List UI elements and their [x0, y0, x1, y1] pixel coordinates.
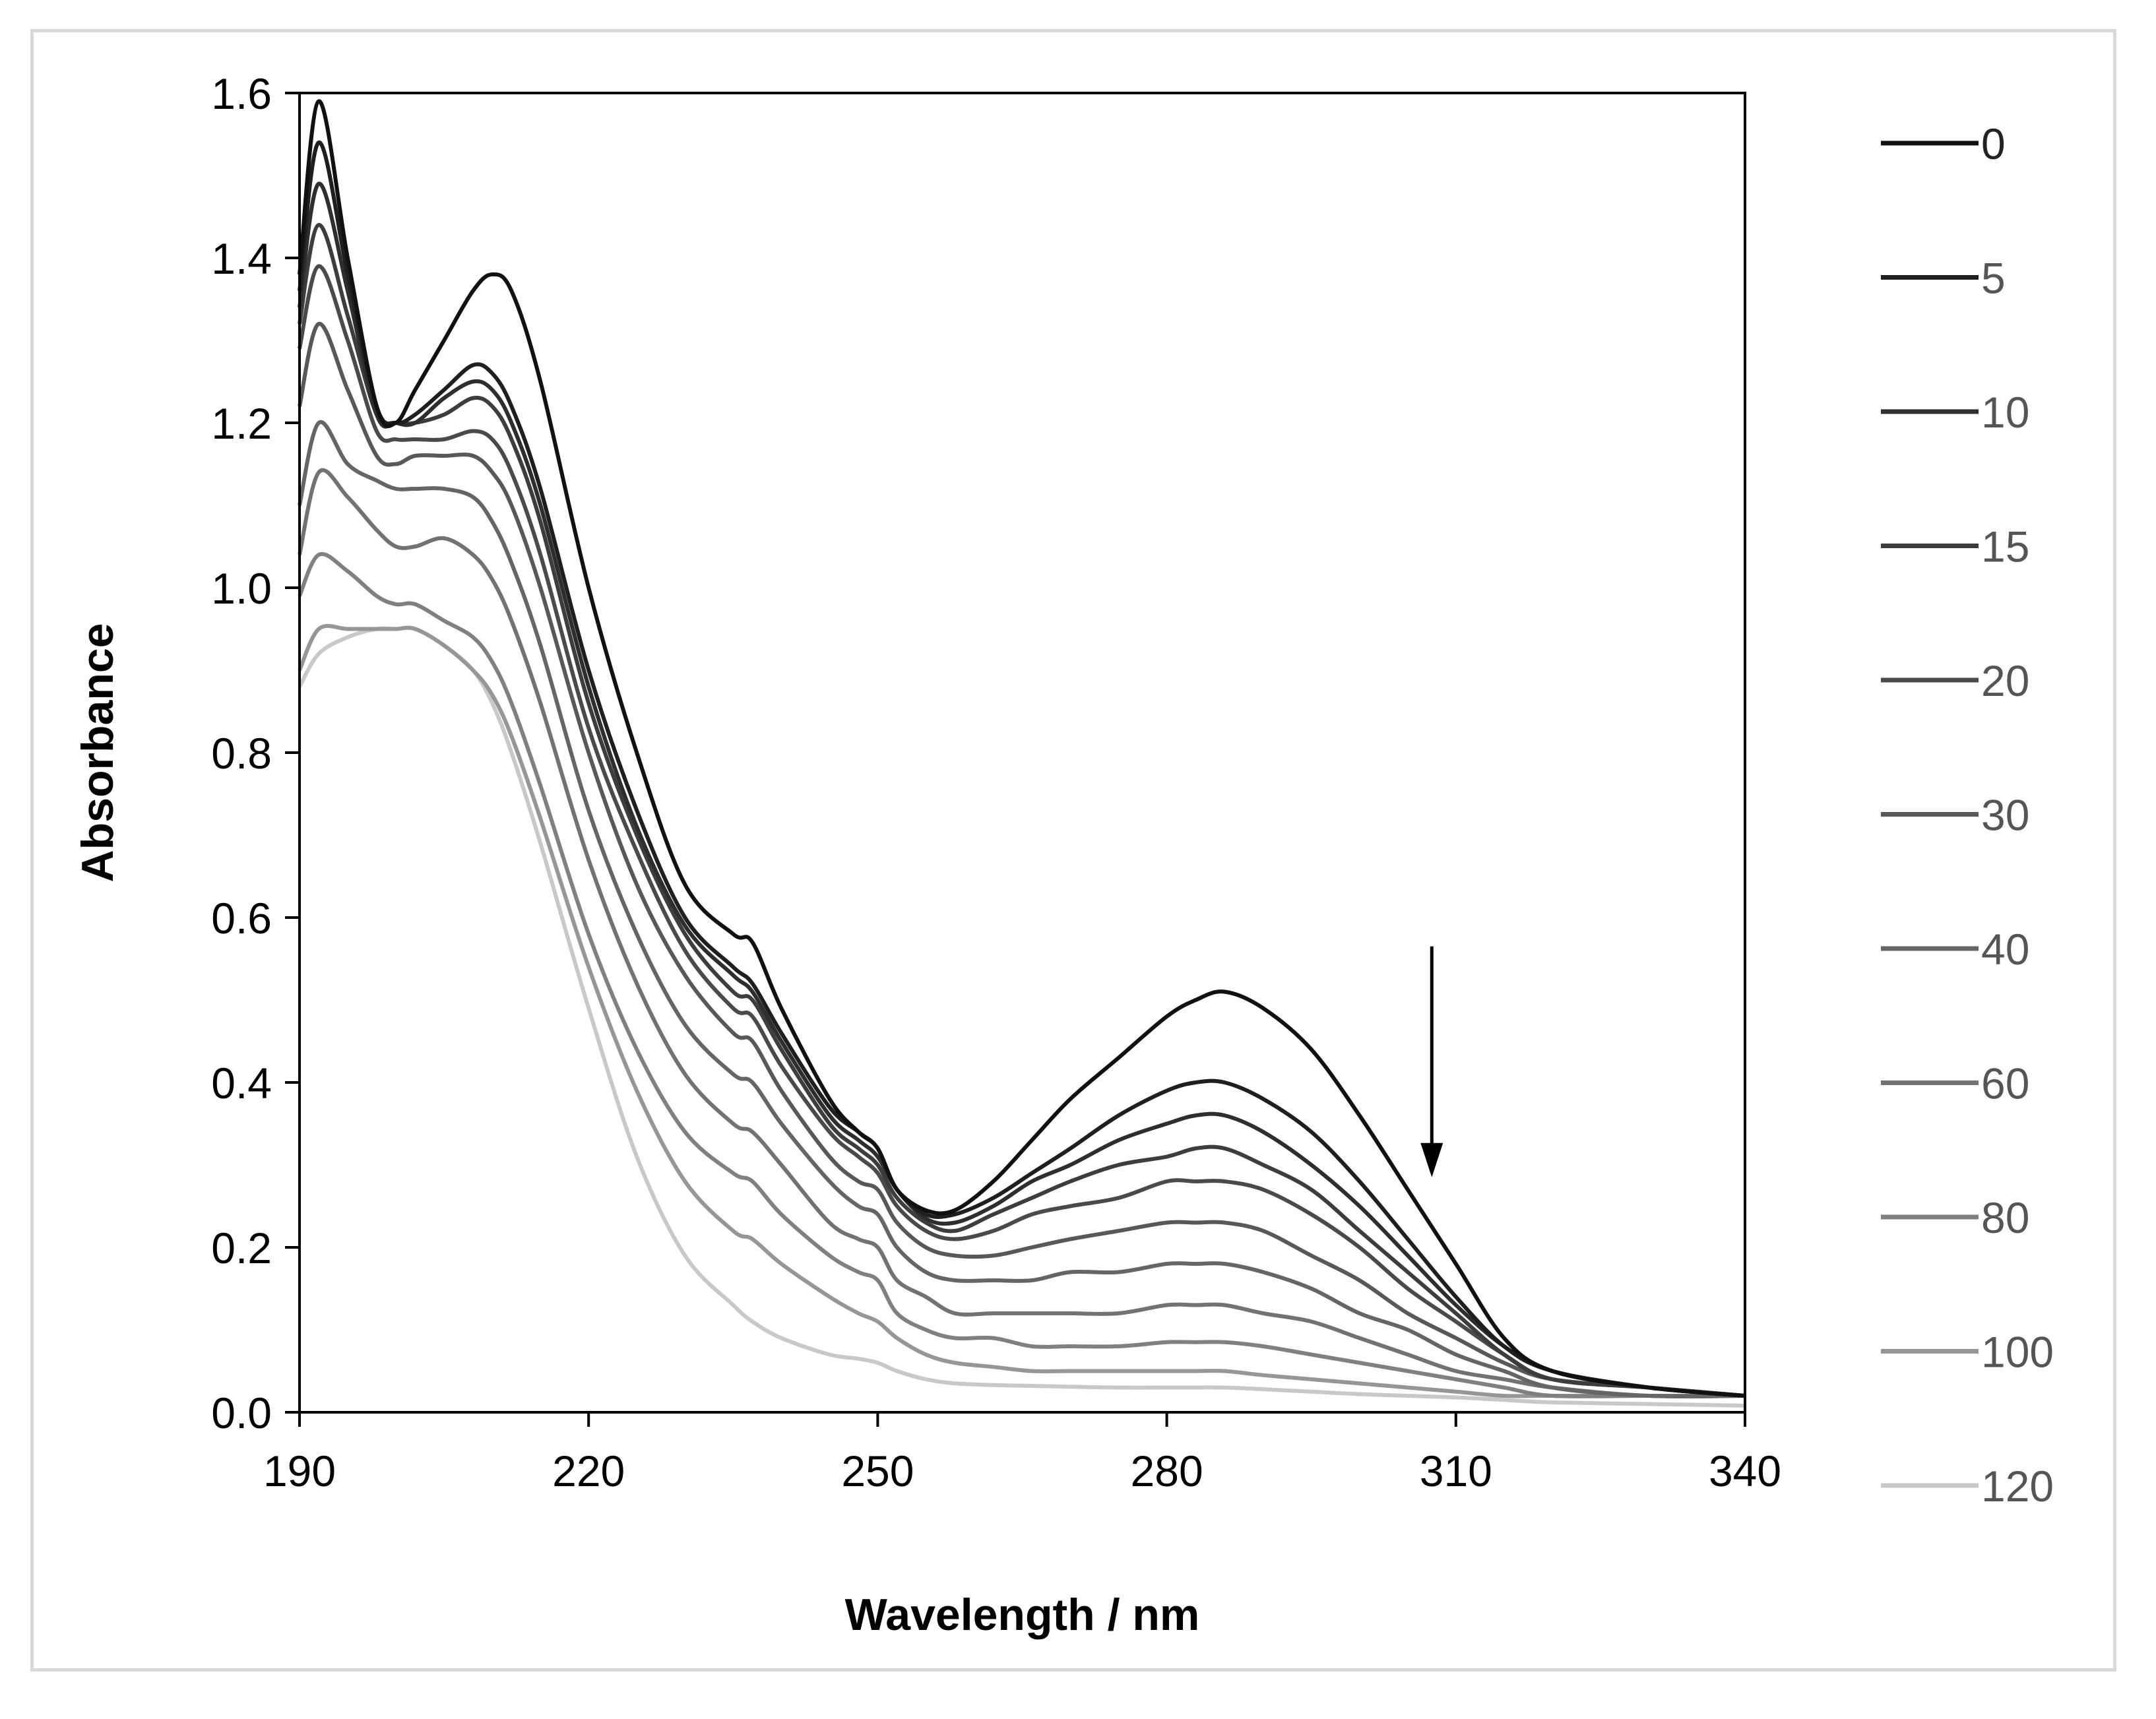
series-line-80	[300, 554, 1745, 1396]
legend-label: 120	[1981, 1462, 2054, 1511]
y-tick-label: 0.2	[211, 1224, 272, 1272]
legend-label: 100	[1981, 1328, 2054, 1377]
trend-arrow	[1420, 947, 1443, 1177]
x-tick-label: 250	[841, 1447, 914, 1495]
legend-item: 100	[1881, 1328, 2054, 1377]
arrow-head	[1420, 1143, 1443, 1177]
legend: 0 5 10 15 20 30 40 60 80 100 120	[1881, 119, 2054, 1511]
legend-item: 10	[1881, 388, 2029, 437]
legend-label: 60	[1981, 1059, 2029, 1108]
y-tick-label: 1.2	[211, 399, 272, 448]
legend-item: 5	[1881, 254, 2006, 303]
x-axis-title: Wavelength / nm	[845, 1590, 1200, 1640]
uv-vis-chart: 190 220 250 280 310 340 0.0 0.2 0.4 0.6 0.8 1.0 1.2…	[34, 32, 2120, 1675]
y-tick-label: 1.6	[211, 69, 272, 118]
legend-label: 40	[1981, 925, 2029, 974]
legend-item: 30	[1881, 791, 2029, 840]
x-tick-label: 340	[1709, 1447, 1781, 1495]
series-line-10	[300, 183, 1745, 1396]
legend-item: 120	[1881, 1462, 2054, 1511]
y-tick-label: 0.4	[211, 1059, 272, 1108]
legend-label: 30	[1981, 791, 2029, 840]
legend-label: 20	[1981, 656, 2029, 705]
y-tick-label: 0.8	[211, 729, 272, 778]
x-axis: 190 220 250 280 310 340	[263, 1412, 1781, 1495]
y-axis: 0.0 0.2 0.4 0.6 0.8 1.0 1.2 1.4 1.6	[211, 69, 300, 1437]
x-tick-label: 220	[552, 1447, 625, 1495]
legend-item: 60	[1881, 1059, 2029, 1108]
y-axis-title: Absorbance	[73, 623, 123, 883]
legend-label: 0	[1981, 119, 2006, 168]
legend-label: 10	[1981, 388, 2029, 437]
y-tick-label: 1.4	[211, 234, 272, 283]
legend-item: 15	[1881, 522, 2029, 571]
legend-item: 0	[1881, 119, 2006, 168]
x-tick-label: 280	[1131, 1447, 1203, 1495]
legend-item: 40	[1881, 925, 2029, 974]
y-tick-label: 0.0	[211, 1389, 272, 1437]
chart-frame: 190 220 250 280 310 340 0.0 0.2 0.4 0.6 0.8 1.0 1.2…	[30, 29, 2116, 1672]
y-tick-label: 1.0	[211, 564, 272, 613]
legend-item: 80	[1881, 1193, 2029, 1242]
y-tick-label: 0.6	[211, 894, 272, 943]
x-tick-label: 310	[1420, 1447, 1492, 1495]
legend-label: 80	[1981, 1193, 2029, 1242]
legend-label: 5	[1981, 254, 2006, 303]
series-line-60	[300, 470, 1745, 1396]
x-tick-label: 190	[263, 1447, 336, 1495]
legend-label: 15	[1981, 522, 2029, 571]
legend-item: 20	[1881, 656, 2029, 705]
plot-lines	[300, 101, 1745, 1406]
